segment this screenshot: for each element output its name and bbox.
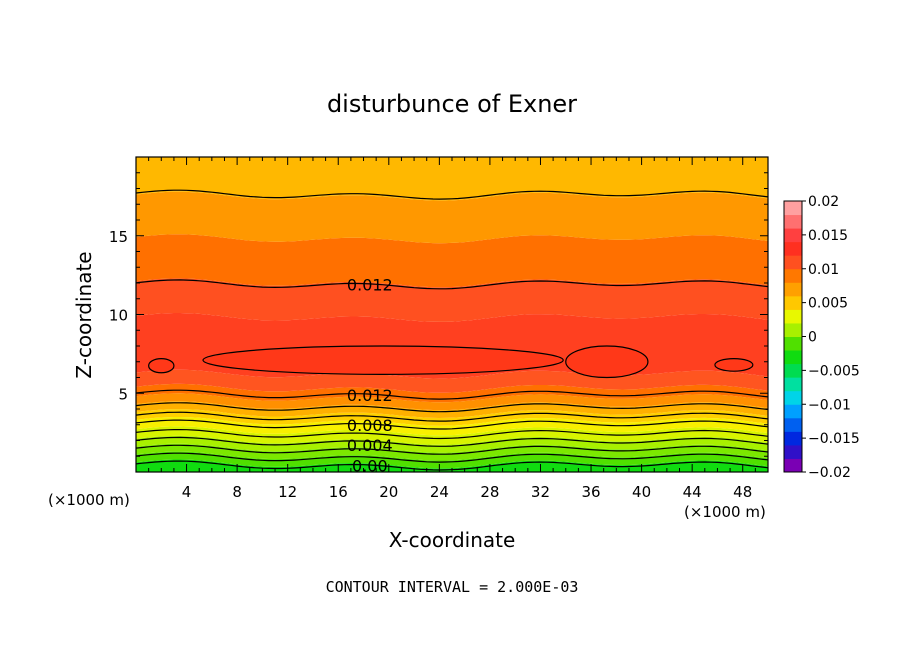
contour-label: 0.008	[347, 416, 393, 435]
x-unit-right: (×1000 m)	[684, 503, 766, 521]
y-tick-label: 5	[118, 385, 128, 403]
colorbar-swatch	[784, 350, 802, 365]
contour-lines	[136, 189, 768, 471]
contour-band	[136, 417, 768, 436]
x-axis-ticks: 4 8 12 16 20 24 28 32 36 40 44 48	[148, 157, 756, 501]
contour-line	[136, 389, 768, 400]
contour-label: 0.012	[347, 276, 393, 295]
x-tick-label: 12	[278, 483, 297, 501]
x-tick-label: 44	[683, 483, 702, 501]
contour-band	[136, 451, 768, 469]
colorbar-swatch	[784, 377, 802, 392]
colorbar-labels: 0.02 0.015 0.01 0.005 0 −0.005 −0.01 −0.015 −0.0…	[802, 194, 860, 481]
contour-cell	[714, 358, 754, 372]
x-tick-label: 8	[232, 483, 242, 501]
colorbar-swatch	[784, 268, 802, 283]
x-tick-label: 16	[329, 483, 348, 501]
chart-title: disturbunce of Exner	[327, 90, 577, 118]
x-tick-label: 4	[182, 483, 192, 501]
contour-line	[136, 444, 768, 455]
contour-cell	[202, 345, 564, 375]
colorbar-swatch	[784, 322, 802, 337]
colorbar-tick-label: 0.01	[808, 262, 839, 278]
contour-cell	[565, 345, 649, 379]
colorbar-swatch	[784, 336, 802, 351]
x-tick-label: 28	[480, 483, 499, 501]
x-tick-label: 36	[581, 483, 600, 501]
contour-band	[136, 435, 768, 453]
y-tick-label: 10	[109, 307, 128, 325]
colorbar-swatch	[784, 363, 802, 378]
colorbar-swatch	[784, 295, 802, 310]
contour-line	[136, 429, 768, 440]
x-tick-label: 32	[531, 483, 550, 501]
contour-label: 0.004	[347, 436, 393, 455]
x-unit-left: (×1000 m)	[48, 491, 130, 509]
y-axis-ticks: 5 10 15	[109, 172, 768, 457]
contour-line	[136, 279, 768, 290]
colorbar-swatch	[784, 241, 802, 256]
contour-band	[136, 157, 768, 201]
colorbar-swatch	[784, 282, 802, 297]
colorbar-swatch	[784, 417, 802, 432]
x-tick-label: 40	[632, 483, 651, 501]
plot-area	[136, 157, 768, 472]
contour-band	[136, 393, 768, 411]
contour-band	[136, 401, 768, 418]
colorbar-swatch	[784, 255, 802, 270]
colorbar-swatch	[784, 214, 802, 229]
colorbar-tick-label: 0	[808, 330, 817, 346]
contour-interval-footer: CONTOUR INTERVAL = 2.000E-03	[326, 578, 579, 596]
contour-band	[136, 278, 768, 322]
contour-line	[136, 189, 768, 200]
x-axis-label: X-coordinate	[389, 528, 516, 552]
colorbar-swatch	[784, 458, 802, 473]
contour-cell	[148, 358, 175, 374]
y-axis-label: Z-coordinate	[72, 251, 96, 378]
colorbar-swatch	[784, 444, 802, 459]
colorbar-tick-label: −0.01	[808, 397, 851, 413]
colorbar-swatch	[784, 390, 802, 405]
colorbar-tick-label: −0.02	[808, 465, 851, 481]
colorbar-tick-label: 0.005	[808, 296, 848, 312]
colorbar-tick-label: 0.02	[808, 194, 839, 210]
contour-label: 0.00	[352, 457, 388, 476]
contour-band	[136, 191, 768, 244]
contour-band	[136, 234, 768, 288]
x-tick-label: 48	[733, 483, 752, 501]
colorbar-tick-label: −0.015	[808, 431, 860, 447]
x-tick-label: 24	[430, 483, 449, 501]
contour-band	[136, 459, 768, 472]
contour-line	[136, 436, 768, 447]
contour-label: 0.012	[347, 386, 393, 405]
contour-line	[136, 402, 768, 413]
colorbar	[783, 200, 803, 473]
colorbar-swatch	[784, 309, 802, 324]
contour-band	[136, 409, 768, 426]
colorbar-tick-label: 0.015	[808, 228, 848, 244]
colorbar-swatch	[784, 201, 802, 216]
colorbar-swatch	[784, 431, 802, 446]
x-tick-label: 20	[379, 483, 398, 501]
contour-band	[136, 426, 768, 445]
colorbar-tick-label: −0.005	[808, 363, 860, 379]
y-tick-label: 15	[109, 228, 128, 246]
contour-line	[136, 452, 768, 463]
contour-band	[136, 443, 768, 461]
contour-line	[136, 411, 768, 422]
contour-line	[136, 419, 768, 430]
colorbar-swatch	[784, 404, 802, 419]
colorbar-swatch	[784, 228, 802, 243]
